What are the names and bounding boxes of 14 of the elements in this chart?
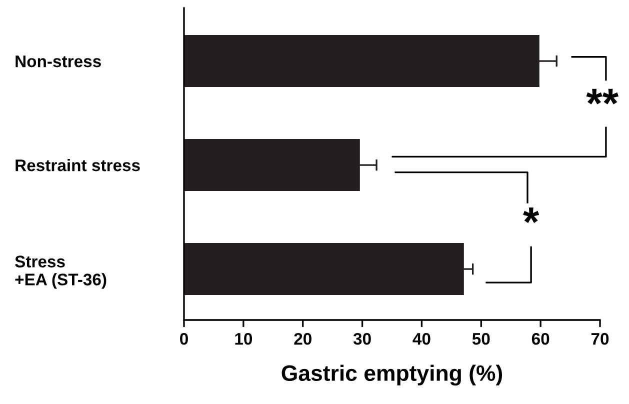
x-tick-label: 50 — [472, 332, 490, 345]
y-tick-label: Stress +EA (ST-36) — [15, 256, 106, 289]
x-tick-label: 0 — [180, 332, 188, 345]
x-tick-label: 20 — [294, 332, 312, 345]
x-tick-label: 60 — [532, 332, 550, 345]
annotation: * — [523, 207, 540, 223]
y-tick-label: Restraint stress — [16, 159, 140, 172]
x-tick-label: 30 — [353, 332, 371, 345]
y-tick-label: Non-stress — [16, 56, 101, 68]
annotation: ** — [586, 88, 619, 104]
x-axis-title: Gastric emptying (%) — [282, 364, 502, 386]
x-tick-label: 10 — [235, 332, 252, 345]
x-tick-label: 40 — [412, 332, 430, 345]
x-tick-label: 70 — [591, 332, 609, 345]
